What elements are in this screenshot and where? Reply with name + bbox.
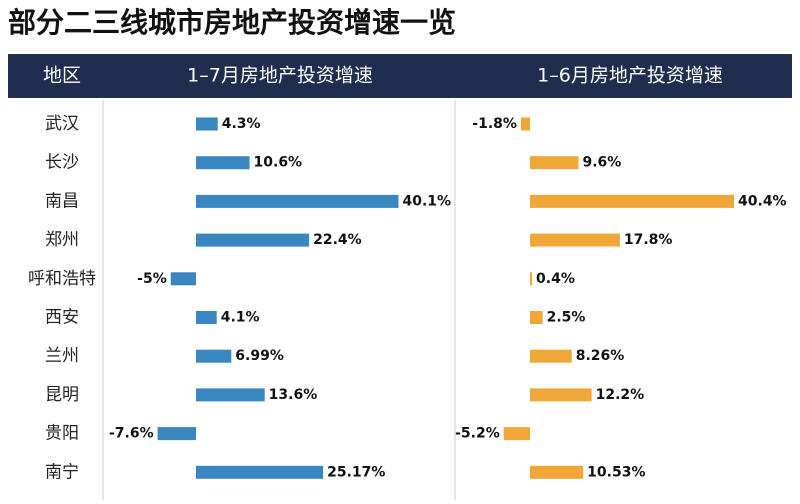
value-label: 8.26% [576, 348, 625, 364]
chart-title: 部分二三线城市房地产投资增速一览 [8, 6, 456, 39]
category-label: 西安 [45, 308, 79, 328]
value-label: -5% [137, 271, 167, 287]
category-label: 昆明 [45, 385, 79, 405]
value-label: -5.2% [455, 426, 500, 442]
series-header: 1–7月房地产投资增速 [187, 65, 373, 87]
bar [530, 194, 735, 208]
value-label: 4.1% [221, 310, 260, 326]
category-label: 贵阳 [45, 424, 79, 444]
bar [196, 156, 250, 170]
value-label: 2.5% [547, 310, 586, 326]
bar [503, 427, 530, 441]
category-label: 南昌 [45, 191, 79, 211]
bar [196, 465, 324, 479]
column-header: 地区 [43, 65, 81, 87]
bar [157, 427, 196, 441]
value-label: 6.99% [235, 348, 284, 364]
bar [196, 388, 265, 402]
category-label: 长沙 [45, 153, 79, 173]
bar [530, 388, 592, 402]
bar [196, 117, 218, 131]
bar [520, 117, 530, 131]
value-label: -1.8% [472, 116, 517, 132]
value-label: 10.6% [254, 155, 303, 171]
header-bar [8, 54, 792, 98]
bar [196, 311, 217, 324]
value-label: 4.3% [222, 116, 261, 132]
bar [530, 233, 620, 247]
category-label: 南宁 [45, 462, 79, 482]
value-label: 22.4% [313, 232, 362, 248]
category-label: 武汉 [45, 114, 79, 134]
bar [196, 349, 232, 363]
value-label: 40.4% [738, 193, 787, 209]
value-label: 10.53% [587, 464, 645, 480]
value-label: 13.6% [269, 387, 318, 403]
category-label: 郑州 [45, 230, 79, 250]
bar [530, 156, 579, 170]
value-label: 9.6% [582, 155, 621, 171]
value-label: 25.17% [327, 464, 385, 480]
bar [196, 194, 399, 208]
bar [170, 272, 196, 286]
value-label: 12.2% [596, 387, 645, 403]
value-label: 40.1% [403, 193, 452, 209]
bar [530, 349, 572, 363]
value-label: -7.6% [109, 426, 154, 442]
bar [530, 465, 584, 479]
value-label: 17.8% [624, 232, 673, 248]
bar [530, 311, 543, 324]
category-label: 兰州 [45, 346, 79, 366]
value-label: 0.4% [536, 271, 575, 287]
bar [196, 233, 310, 247]
series-header: 1–6月房地产投资增速 [537, 65, 723, 87]
bar [530, 272, 533, 286]
category-label: 呼和浩特 [28, 269, 96, 289]
